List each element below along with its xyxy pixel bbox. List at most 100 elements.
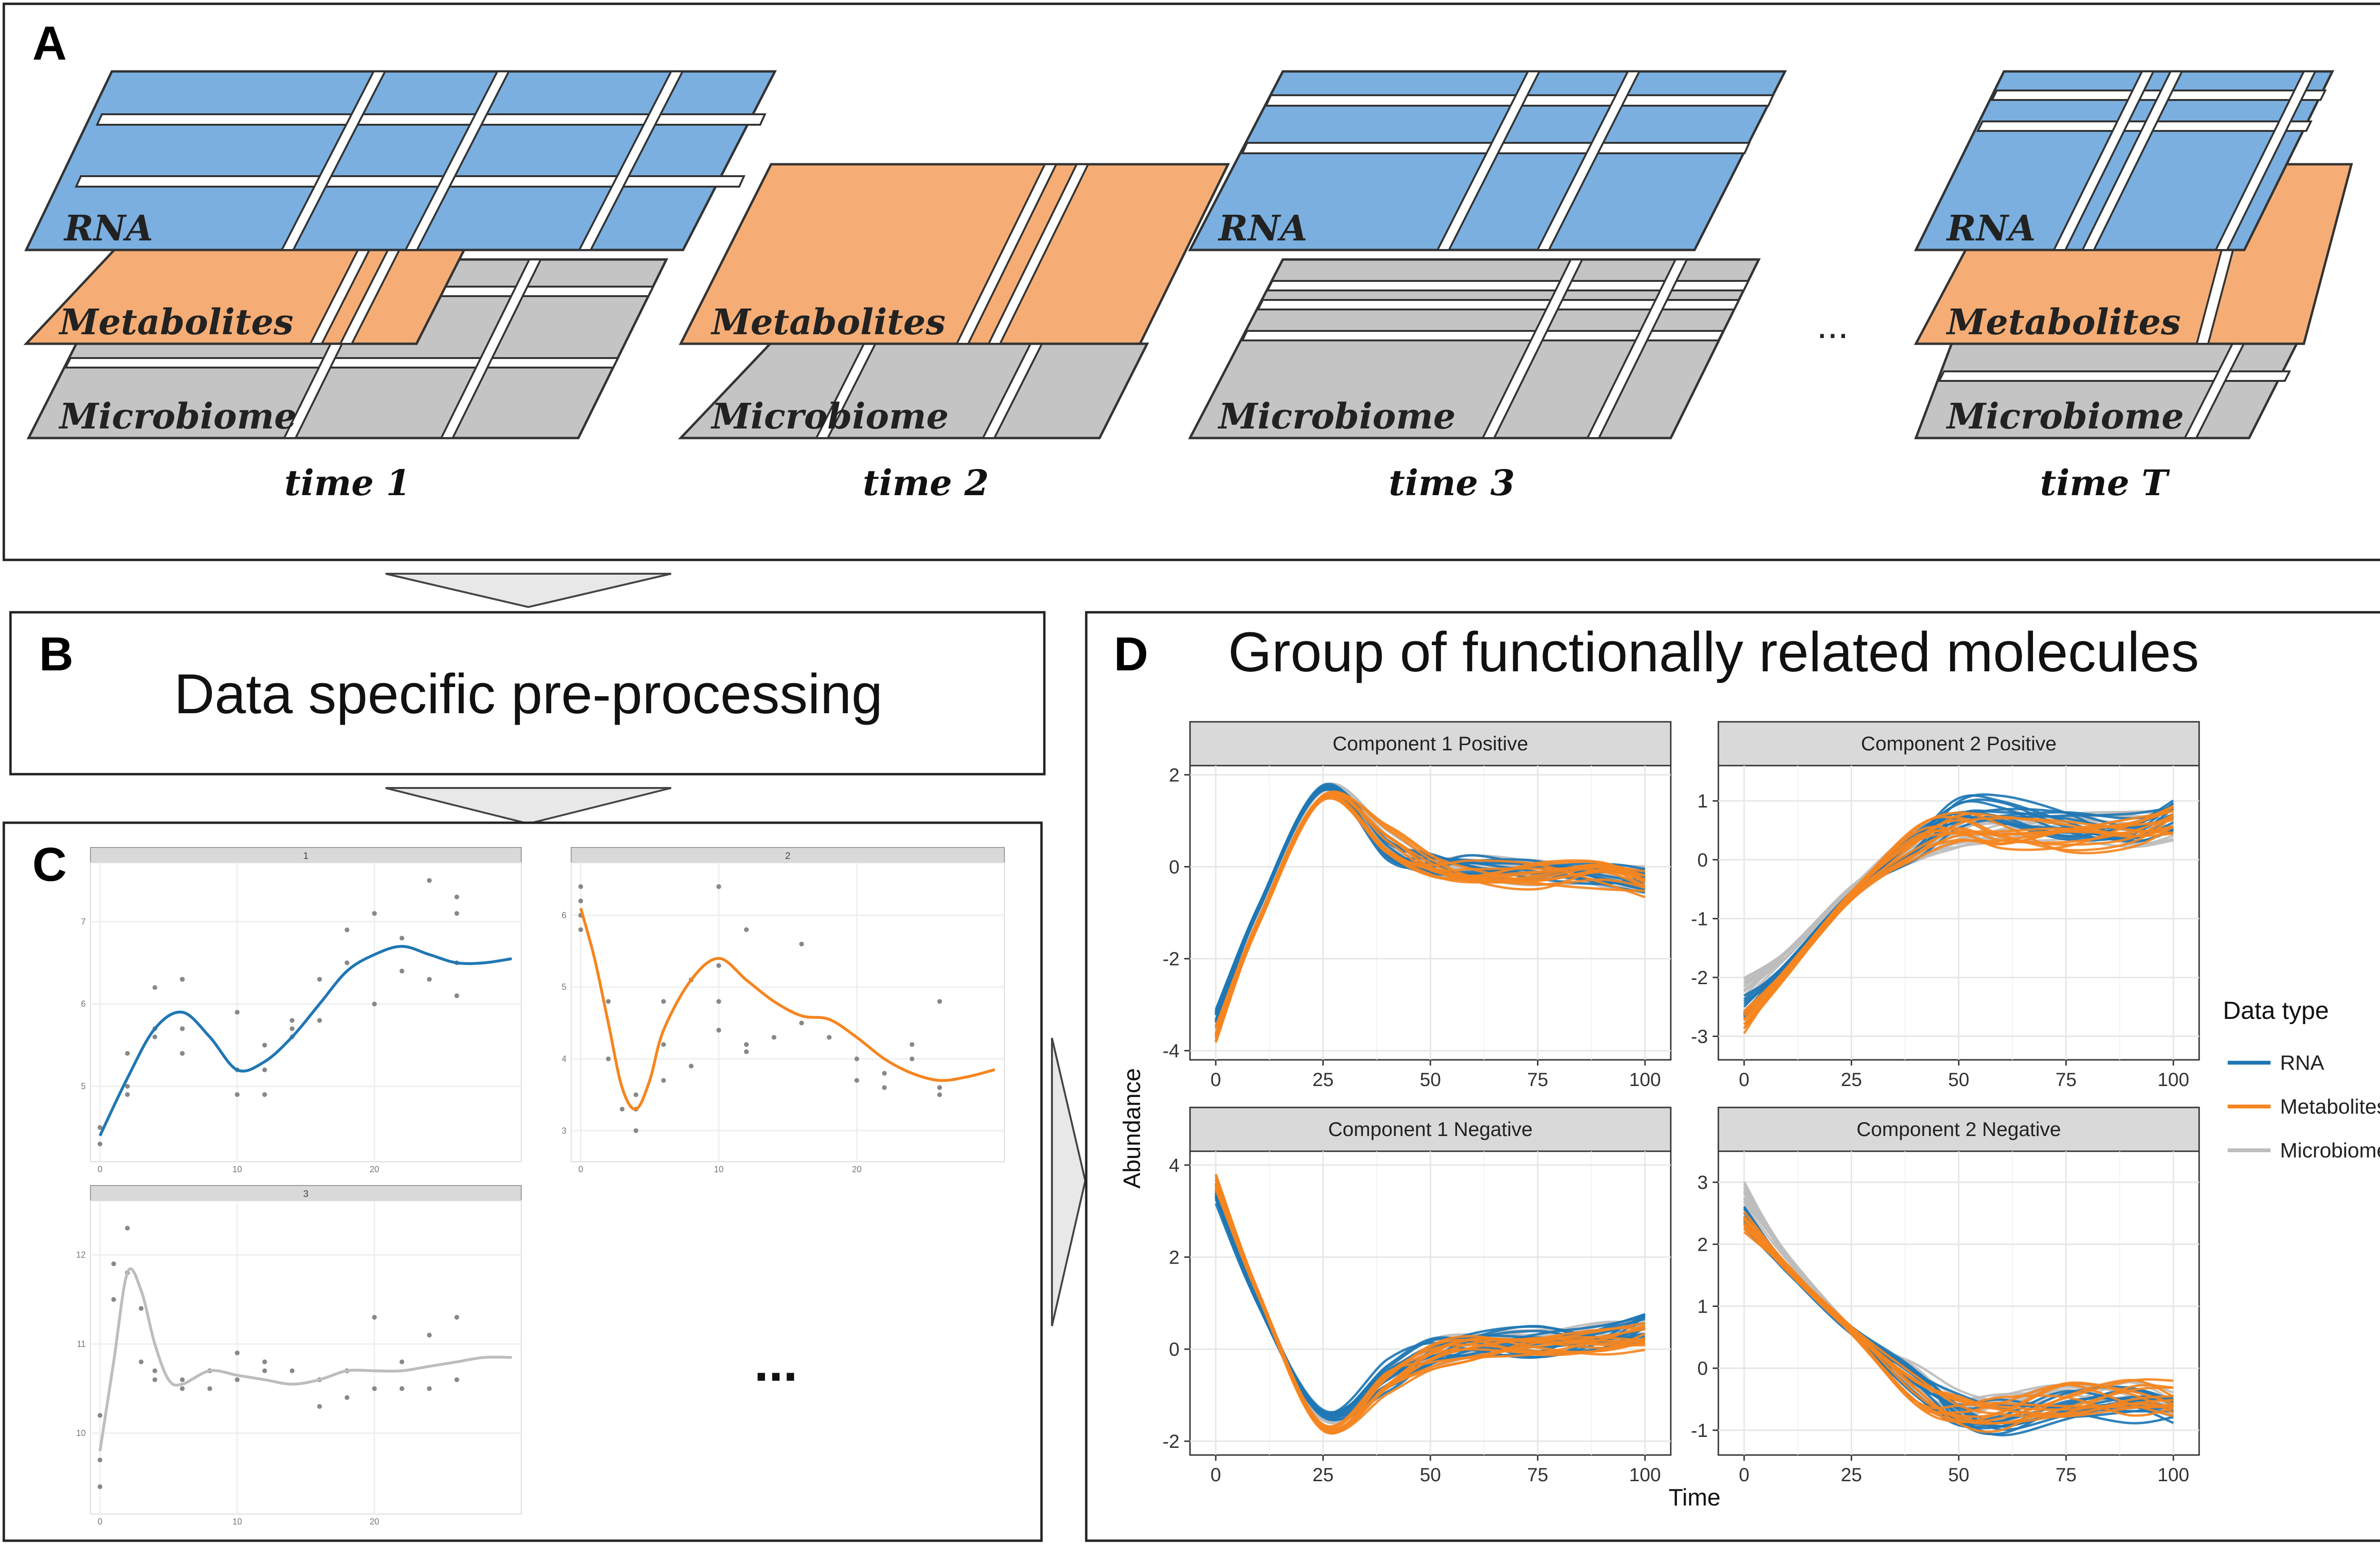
facet-strip — [1189, 1106, 1672, 1152]
mini-plot-point — [716, 999, 721, 1004]
mini-plot-point — [854, 1078, 859, 1083]
mini-plot-point — [372, 911, 377, 916]
mini-plot-point — [854, 1057, 859, 1061]
facet-y-tick: 3 — [1697, 1172, 1708, 1193]
mini-plot-point — [578, 898, 583, 904]
mini-plot-curve — [99, 1267, 512, 1452]
arrow-c-to-d — [1051, 1037, 1087, 1326]
mini-plot-point — [345, 960, 349, 966]
mini-plot-point — [620, 1106, 625, 1112]
facet-title: Component 1 Positive — [1333, 732, 1528, 755]
mini-plot-point — [98, 1141, 102, 1146]
mini-plot-x-tick: 20 — [370, 1517, 379, 1526]
mini-plot-point — [910, 1042, 914, 1047]
mini-plot-point — [827, 1035, 832, 1040]
facet-x-tick: 100 — [1629, 1069, 1661, 1090]
facet-x-tick: 75 — [2055, 1069, 2077, 1090]
mini-plot-point — [111, 1297, 116, 1302]
facet-y-tick: 0 — [1169, 857, 1180, 877]
mini-plot-point — [634, 1092, 638, 1097]
mini-plot-y-tick: 6 — [562, 910, 566, 920]
mini-plot-point — [661, 1042, 666, 1047]
mini-plot-point — [125, 1226, 130, 1231]
mini-plot-point — [744, 1042, 749, 1047]
mini-plot-point — [399, 1359, 405, 1365]
mini-plot-point — [262, 1092, 267, 1097]
mini-plot-panel — [571, 862, 1005, 1162]
mini-plot-panel — [90, 1200, 522, 1515]
mini-plot-point — [317, 1404, 322, 1409]
x-axis-label: Time — [1668, 1484, 1720, 1511]
facet-x-tick: 50 — [1948, 1069, 1970, 1090]
mini-plot-point — [262, 1359, 267, 1365]
mini-plot-strip — [571, 847, 1005, 863]
mini-plot-point — [427, 1333, 432, 1338]
mini-plot-point — [689, 1064, 694, 1069]
mini-plot-point — [372, 1001, 377, 1007]
timeT-label: time T — [2040, 463, 2170, 504]
mini-plot-x-tick: 0 — [578, 1165, 583, 1174]
time1-rna-label: RNA — [63, 208, 153, 249]
mini-plot-point — [744, 1049, 749, 1054]
timeT-microbiome-label: Microbiome — [1945, 396, 2184, 437]
facet-x-tick: 100 — [2158, 1465, 2190, 1485]
mini-plot-point — [937, 1092, 942, 1097]
mini-plot-point — [372, 1386, 377, 1391]
facet-y-tick: -1 — [1691, 1420, 1708, 1441]
timeT-metabolites-label: Metabolites — [1945, 302, 2181, 343]
legend-title: Data type — [2223, 997, 2329, 1025]
mini-plot-point — [180, 1386, 185, 1391]
timeT-rna-label: RNA — [1946, 208, 2036, 249]
facet-x-tick: 50 — [1420, 1465, 1441, 1485]
mini-plot-point — [125, 1084, 130, 1089]
mini-plot-point — [716, 1027, 721, 1033]
time1-rna-sheet: RNA — [24, 70, 777, 251]
mini-plot-x-tick: 20 — [852, 1165, 862, 1174]
facet-1: Component 1 Positive 0 25 50 75 100 -4 -2 0 2 — [1162, 721, 1672, 1090]
facet-x-tick: 0 — [1739, 1069, 1749, 1090]
time2-stack: Microbiome Metabolites time 2 — [678, 163, 1230, 504]
mini-plot-point — [139, 1359, 144, 1365]
mini-plot-strip-label: 3 — [303, 1189, 308, 1199]
mini-plot-y-tick: 11 — [77, 1339, 86, 1349]
mini-plot-point — [372, 1315, 377, 1320]
mini-plot-point — [454, 1315, 459, 1320]
mini-plot-y-tick: 5 — [562, 982, 566, 992]
time3-label: time 3 — [1389, 463, 1515, 504]
facet-strip — [1717, 1106, 2200, 1152]
mini-plot-point — [98, 1125, 102, 1130]
mini-plot-x-tick: 20 — [370, 1165, 379, 1174]
mini-plot-point — [180, 1377, 185, 1382]
time2-label: time 2 — [863, 463, 989, 504]
facet-x-tick: 0 — [1210, 1069, 1221, 1090]
time2-metabolites-label: Metabolites — [710, 302, 945, 343]
mini-plot-point — [152, 1034, 158, 1039]
panel-b-title: Data specific pre-processing — [174, 663, 883, 726]
series-line-metabolites — [1743, 1226, 2174, 1418]
time3-rna-sheet: RNA — [1188, 70, 1787, 251]
mini-plot-y-tick: 6 — [81, 999, 86, 1009]
mini-plot-point — [289, 1018, 295, 1023]
timeT-stack: Microbiome Metabolites RNA time T — [1914, 70, 2353, 504]
facet-x-tick: 75 — [1527, 1069, 1548, 1090]
series-line-metabolites — [1743, 1217, 2174, 1415]
facet-title: Component 1 Negative — [1328, 1118, 1533, 1140]
mini-plot-point — [427, 977, 432, 982]
mini-plot-y-tick: 10 — [76, 1428, 86, 1438]
facet-x-tick: 50 — [1420, 1069, 1441, 1090]
mini-plot-point — [125, 1092, 130, 1097]
mini-plot-point — [399, 968, 405, 974]
time1-microbiome-label: Microbiome — [58, 396, 297, 437]
mini-plot-point — [454, 993, 459, 998]
mini-plot-point — [427, 878, 432, 883]
mini-plot-point — [454, 911, 459, 916]
mini-plot-point — [180, 1026, 185, 1031]
facet-title: Component 2 Negative — [1856, 1118, 2061, 1140]
mini-plot-point — [345, 1395, 349, 1400]
mini-plot-strip — [90, 1185, 522, 1201]
facet-x-tick: 100 — [2158, 1069, 2190, 1090]
mini-plot-point — [399, 936, 405, 941]
mini-plot-point — [235, 1350, 240, 1356]
